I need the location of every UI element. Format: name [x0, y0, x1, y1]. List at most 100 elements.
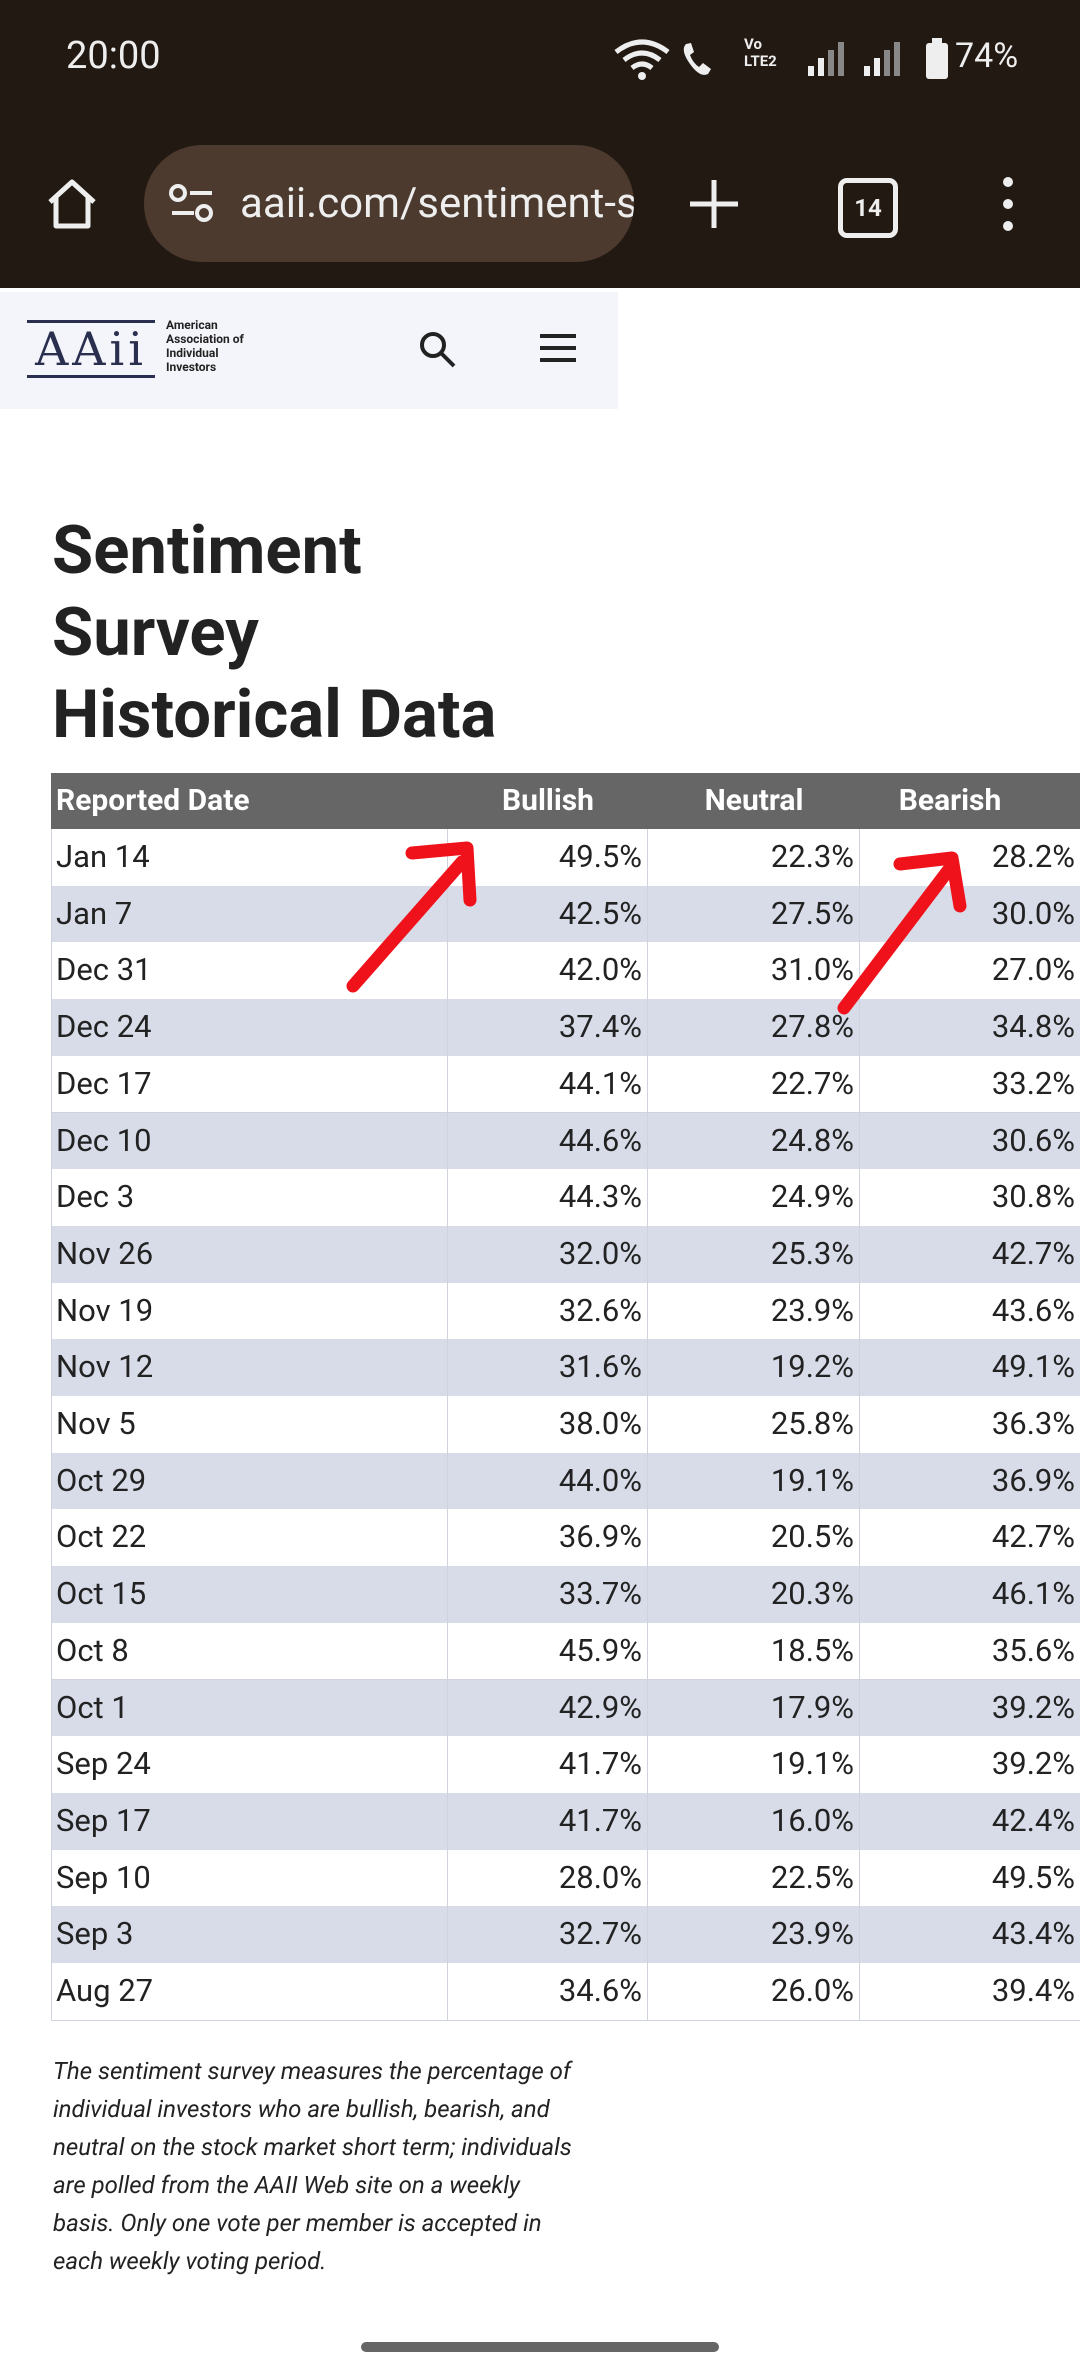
page-title: Historical Data — [52, 676, 497, 754]
nav-menu-button[interactable] — [540, 332, 576, 364]
date-cell: Jan 7 — [51, 885, 448, 943]
value-cell: 39.2% — [991, 1688, 1075, 1726]
footnote: The sentiment survey measures the percen… — [53, 2057, 572, 2275]
value-cell: 23.9% — [648, 1906, 860, 1963]
status-icons — [614, 39, 711, 80]
value-cell: 41.7% — [448, 1792, 648, 1850]
column-header: Bullish — [502, 783, 594, 818]
table-row: Oct 15 33.7% 20.3% 46.1% — [51, 1566, 1080, 1624]
table-row: Dec 3 44.3% 24.9% 30.8% — [51, 1169, 1080, 1227]
value-cell: 49.5% — [991, 1858, 1075, 1896]
table-row: Sep 3 32.7% 23.9% 43.4% — [51, 1906, 1080, 1964]
date-cell: Nov 5 — [51, 1396, 448, 1453]
value-cell: 45.9% — [448, 1622, 648, 1680]
value-cell: 30.8% — [991, 1178, 1075, 1216]
value-cell: 24.8% — [648, 1112, 860, 1170]
org-name: American Association of Individual Investor… — [166, 318, 244, 374]
home-indicator — [361, 2342, 719, 2352]
date-cell: Sep 17 — [51, 1792, 448, 1850]
value-cell: 30.6% — [991, 1121, 1075, 1159]
date-cell: Oct 8 — [51, 1622, 448, 1680]
value-cell: 28.2% — [991, 838, 1075, 875]
value-cell: 31.6% — [448, 1339, 648, 1396]
table-row: Oct 8 45.9% 18.5% 35.6% — [51, 1622, 1080, 1681]
table-row: Sep 24 41.7% 19.1% 39.2% — [51, 1736, 1080, 1794]
value-cell: 25.3% — [648, 1225, 860, 1283]
value-cell: 27.0% — [991, 951, 1075, 989]
date-cell: Dec 3 — [51, 1169, 448, 1226]
home-button[interactable] — [44, 176, 100, 232]
table-row: Dec 24 37.4% 27.8% 34.8% — [51, 999, 1080, 1057]
value-cell: 36.9% — [991, 1461, 1075, 1499]
value-cell: 43.4% — [991, 1915, 1075, 1953]
value-cell: 20.5% — [648, 1509, 860, 1567]
value-cell: 33.2% — [991, 1064, 1075, 1102]
value-cell: 42.4% — [991, 1801, 1075, 1839]
value-cell: 37.4% — [448, 999, 648, 1056]
value-cell: 42.7% — [991, 1234, 1075, 1272]
value-cell: 43.6% — [991, 1291, 1075, 1329]
signal-icons — [808, 42, 900, 76]
url-text[interactable]: aaii.com/sentiment-survey/sent_results — [240, 179, 634, 228]
value-cell: 34.6% — [448, 1963, 648, 2020]
value-cell: 22.3% — [648, 829, 860, 886]
table-row: Nov 26 32.0% 25.3% 42.7% — [51, 1225, 1080, 1284]
site-header: AAii American Association of Individual Inv… — [0, 292, 618, 409]
value-cell: 34.8% — [991, 1008, 1075, 1046]
table-row: Oct 22 36.9% 20.5% 42.7% — [51, 1509, 1080, 1568]
value-cell: 42.5% — [448, 885, 648, 943]
search-button[interactable] — [418, 330, 458, 370]
table-border — [51, 829, 52, 2020]
column-header: Neutral — [704, 783, 804, 818]
date-cell: Sep 3 — [51, 1906, 448, 1963]
value-cell: 32.7% — [448, 1906, 648, 1963]
table-row: Sep 10 28.0% 22.5% 49.5% — [51, 1849, 1080, 1908]
value-cell: 44.3% — [448, 1169, 648, 1226]
value-cell: 19.2% — [648, 1339, 860, 1396]
site-logo[interactable]: AAii — [27, 320, 155, 378]
date-cell: Oct 29 — [51, 1452, 448, 1510]
value-cell: 32.0% — [448, 1225, 648, 1283]
table-row: Dec 17 44.1% 22.7% 33.2% — [51, 1055, 1080, 1114]
value-cell: 31.0% — [648, 942, 860, 1000]
value-cell: 30.0% — [991, 894, 1075, 932]
date-cell: Dec 10 — [51, 1112, 448, 1170]
value-cell: 17.9% — [648, 1679, 860, 1737]
value-cell: 27.8% — [648, 999, 860, 1056]
date-cell: Aug 27 — [51, 1963, 448, 2020]
date-cell: Dec 17 — [51, 1055, 448, 1113]
clock: 20:00 — [66, 34, 161, 78]
value-cell: 42.0% — [448, 942, 648, 1000]
value-cell: 22.7% — [648, 1055, 860, 1113]
value-cell: 19.1% — [648, 1736, 860, 1793]
date-cell: Nov 26 — [51, 1225, 448, 1283]
value-cell: 18.5% — [648, 1622, 860, 1680]
value-cell: 36.9% — [448, 1509, 648, 1567]
battery-icon — [926, 38, 948, 79]
value-cell: 39.2% — [991, 1745, 1075, 1783]
table-row: Jan 7 42.5% 27.5% 30.0% — [51, 885, 1080, 944]
date-cell: Oct 15 — [51, 1566, 448, 1623]
site-settings-icon[interactable] — [168, 183, 216, 225]
date-cell: Oct 1 — [51, 1679, 448, 1737]
address-bar[interactable]: aaii.com/sentiment-survey/sent_results — [144, 145, 634, 262]
tab-count[interactable]: 14 — [838, 178, 898, 238]
value-cell: 44.6% — [448, 1112, 648, 1170]
new-tab-button[interactable] — [688, 178, 740, 230]
value-cell: 26.0% — [648, 1963, 860, 2020]
value-cell: 35.6% — [991, 1631, 1075, 1669]
value-cell: 49.1% — [991, 1348, 1075, 1386]
value-cell: 32.6% — [448, 1282, 648, 1340]
menu-button[interactable] — [996, 176, 1020, 232]
date-cell: Nov 12 — [51, 1339, 448, 1396]
table-header-row: Reported Date Bullish Neutral Bearish — [51, 773, 1080, 829]
page-title: Sentiment — [52, 512, 362, 590]
table-row: Aug 27 34.6% 26.0% 39.4% — [51, 1963, 1080, 2021]
date-cell: Dec 31 — [51, 942, 448, 1000]
date-cell: Nov 19 — [51, 1282, 448, 1340]
value-cell: 41.7% — [448, 1736, 648, 1793]
value-cell: 39.4% — [991, 1972, 1075, 2009]
value-cell: 38.0% — [448, 1396, 648, 1453]
value-cell: 22.5% — [648, 1849, 860, 1907]
